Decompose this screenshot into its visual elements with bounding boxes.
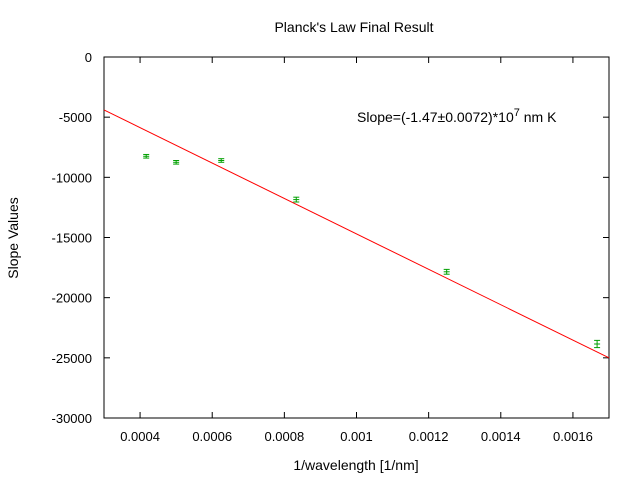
fit-line <box>103 109 610 359</box>
x-tick-label: 0.0014 <box>481 429 521 444</box>
y-tick-label: -10000 <box>52 170 92 185</box>
slope-annotation-units: nm K <box>520 109 557 125</box>
slope-annotation-exponent: 7 <box>514 107 520 119</box>
x-tick-label: 0.0016 <box>553 429 593 444</box>
y-tick-labels: 0 -5000 -10000 -15000 -20000 -25000 -30000 <box>52 50 92 426</box>
chart-title: Planck's Law Final Result <box>274 19 433 35</box>
data-point <box>143 153 150 159</box>
data-point <box>218 158 225 163</box>
data-points <box>143 153 601 349</box>
y-tick-label: -15000 <box>52 231 92 246</box>
y-tick-label: -25000 <box>52 351 92 366</box>
x-tick-label: 0.001 <box>340 429 373 444</box>
slope-annotation-main: Slope=(-1.47±0.0072)*10 <box>357 109 514 125</box>
y-tick-label: -30000 <box>52 411 92 426</box>
data-point <box>173 159 180 165</box>
x-tick-label: 0.0004 <box>120 429 160 444</box>
x-tick-label: 0.0006 <box>192 429 232 444</box>
y-tick-label: 0 <box>85 50 92 65</box>
data-point <box>594 339 601 349</box>
data-point <box>293 196 300 203</box>
x-axis-label: 1/wavelength [1/nm] <box>293 457 418 473</box>
x-tick-label: 0.0012 <box>409 429 449 444</box>
tick-marks <box>104 56 609 419</box>
y-tick-label: -5000 <box>59 110 92 125</box>
y-tick-label: -20000 <box>52 291 92 306</box>
slope-annotation: Slope=(-1.47±0.0072)*107 nm K <box>357 107 557 125</box>
data-point <box>443 268 450 275</box>
x-tick-label: 0.0008 <box>264 429 304 444</box>
x-tick-labels: 0.0004 0.0006 0.0008 0.001 0.0012 0.0014 0.001… <box>120 429 593 444</box>
y-axis-label: Slope Values <box>5 197 21 278</box>
